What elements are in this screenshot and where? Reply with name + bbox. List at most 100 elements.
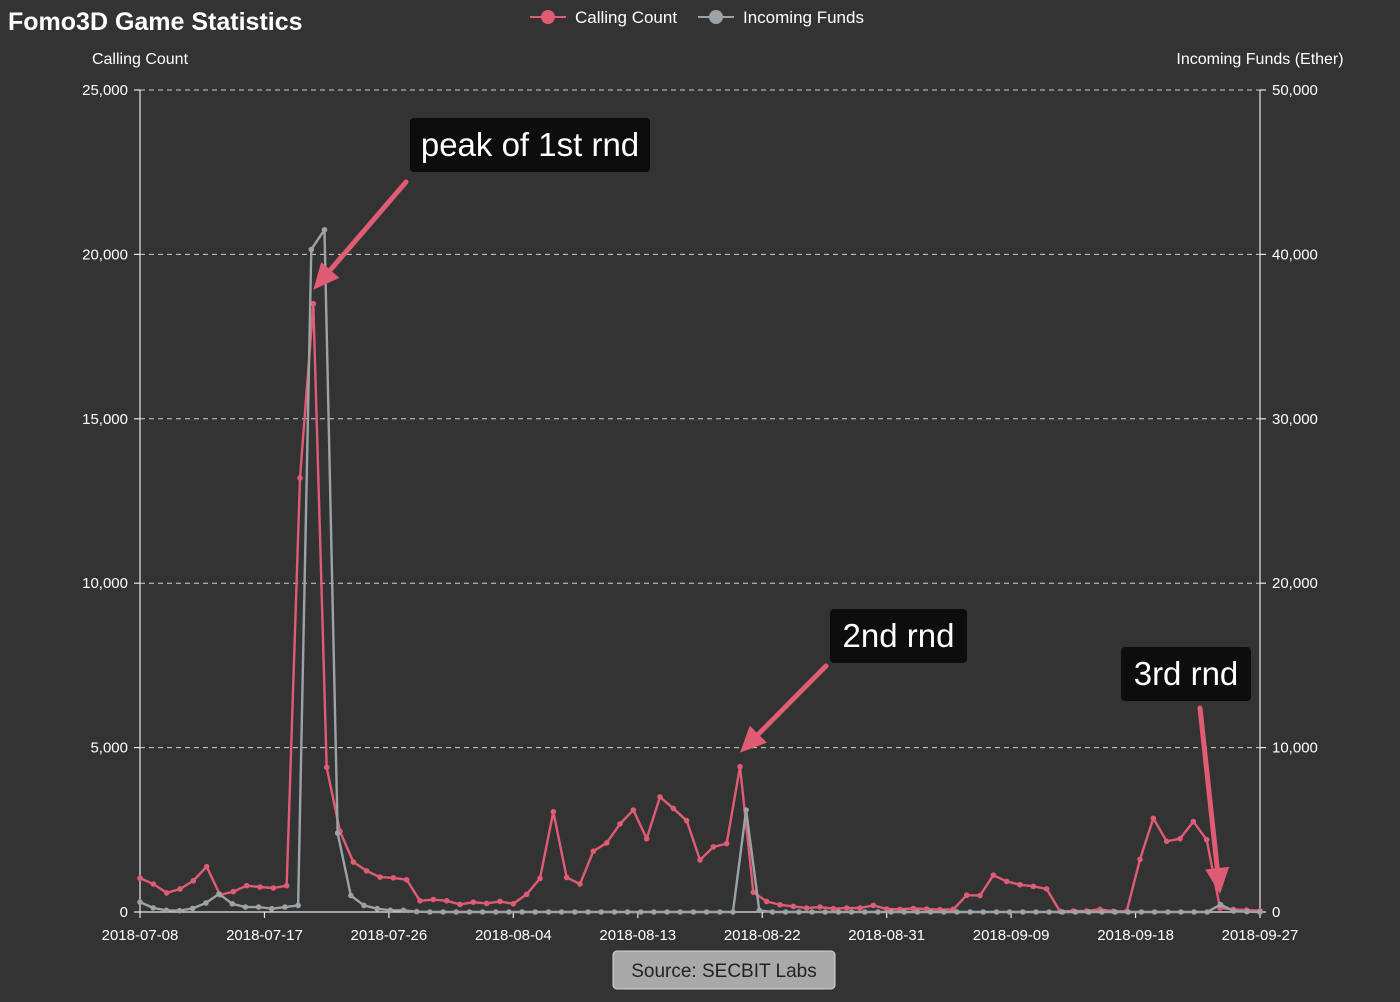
data-point-incoming-funds	[519, 909, 525, 915]
data-point-incoming-funds	[651, 909, 657, 915]
data-point-incoming-funds	[835, 909, 842, 915]
data-point-calling-count	[283, 882, 290, 889]
annotation-label: 2nd rnd	[843, 617, 955, 654]
data-point-incoming-funds	[374, 905, 380, 912]
data-point-calling-count	[350, 859, 357, 865]
annotation-box	[410, 118, 650, 172]
y-right-tick-label: 10,000	[1272, 740, 1318, 757]
data-point-calling-count	[363, 868, 370, 874]
data-point-calling-count	[977, 892, 983, 899]
data-point-incoming-funds	[1072, 909, 1079, 915]
data-point-incoming-funds	[756, 907, 763, 914]
y-left-tick-label: 10,000	[82, 575, 128, 592]
data-point-incoming-funds	[1085, 909, 1092, 915]
data-point-calling-count	[403, 876, 410, 883]
y-right-tick-label: 20,000	[1272, 575, 1318, 592]
data-point-calling-count	[710, 844, 717, 850]
data-point-incoming-funds	[413, 908, 420, 915]
y-left-tick-label: 0	[120, 904, 128, 921]
data-point-incoming-funds	[796, 909, 802, 915]
grid-lines	[140, 89, 1260, 749]
data-point-incoming-funds	[1059, 909, 1066, 915]
annotation-arrow-shaft	[1197, 705, 1220, 871]
data-point-calling-count	[897, 906, 903, 913]
data-point-calling-count	[817, 904, 823, 910]
data-point-incoming-funds	[506, 909, 512, 915]
data-point-calling-count	[923, 906, 930, 912]
data-point-incoming-funds	[532, 909, 539, 915]
data-point-incoming-funds	[637, 909, 644, 915]
data-point-incoming-funds	[598, 909, 604, 915]
data-point-incoming-funds	[295, 902, 301, 909]
data-point-calling-count	[1150, 815, 1157, 822]
y-left-tick-label: 25,000	[82, 82, 128, 99]
data-point-incoming-funds	[914, 909, 921, 915]
data-point-calling-count	[230, 888, 237, 895]
legend-item-incoming-funds[interactable]: Incoming Funds	[698, 8, 864, 27]
data-point-incoming-funds	[255, 904, 262, 910]
data-point-calling-count	[417, 898, 423, 904]
data-point-incoming-funds	[927, 909, 934, 915]
x-tick-label: 2018-09-09	[973, 927, 1050, 944]
data-point-incoming-funds	[479, 909, 486, 915]
chart-title: Fomo3D Game Statistics	[8, 8, 303, 36]
data-point-incoming-funds	[189, 905, 196, 912]
data-point-calling-count	[790, 903, 797, 910]
data-point-calling-count	[510, 900, 517, 907]
data-point-incoming-funds	[1046, 909, 1052, 915]
data-point-incoming-funds	[690, 909, 697, 915]
data-point-incoming-funds	[1151, 909, 1158, 915]
data-point-calling-count	[390, 875, 397, 881]
data-point-incoming-funds	[716, 909, 723, 915]
data-point-incoming-funds	[677, 909, 684, 915]
data-point-calling-count	[1177, 835, 1183, 842]
data-point-incoming-funds	[572, 909, 578, 915]
data-point-incoming-funds	[242, 904, 249, 910]
annotation-arrow-head	[1205, 866, 1230, 895]
series-lines	[137, 226, 1263, 915]
data-point-incoming-funds	[558, 909, 565, 915]
data-point-incoming-funds	[703, 909, 710, 915]
data-point-calling-count	[243, 882, 250, 889]
data-point-incoming-funds	[176, 907, 183, 914]
data-point-incoming-funds	[453, 909, 460, 915]
data-point-incoming-funds	[1257, 909, 1263, 915]
data-point-incoming-funds	[809, 909, 815, 915]
data-point-calling-count	[630, 807, 637, 813]
data-point-calling-count	[1030, 883, 1037, 890]
data-point-incoming-funds	[1217, 901, 1224, 908]
x-tick-label: 2018-08-13	[599, 927, 676, 944]
y-right-tick-label: 40,000	[1272, 246, 1318, 263]
y-left-axis-label: Calling Count	[92, 51, 189, 68]
data-point-calling-count	[457, 901, 463, 908]
data-point-incoming-funds	[993, 909, 1000, 915]
y-right-tick-label: 50,000	[1272, 82, 1318, 99]
data-point-calling-count	[497, 898, 503, 905]
data-point-calling-count	[190, 877, 197, 884]
data-point-calling-count	[990, 872, 997, 878]
data-point-incoming-funds	[440, 909, 446, 915]
data-point-incoming-funds	[492, 909, 499, 915]
data-point-calling-count	[377, 874, 383, 880]
data-point-calling-count	[577, 881, 583, 887]
data-point-calling-count	[870, 902, 877, 909]
data-point-incoming-funds	[1230, 908, 1237, 914]
data-point-calling-count	[323, 764, 330, 771]
data-point-incoming-funds	[769, 909, 776, 915]
data-point-calling-count	[537, 875, 543, 882]
data-point-incoming-funds	[611, 909, 618, 915]
annotation: peak of 1st rnd	[313, 118, 650, 290]
data-point-incoming-funds	[730, 909, 736, 915]
data-point-calling-count	[697, 857, 703, 863]
data-point-calling-count	[1190, 818, 1197, 825]
source-box: Source: SECBIT Labs	[612, 950, 836, 990]
source-label: Source: SECBIT Labs	[631, 961, 817, 982]
x-tick-label: 2018-08-04	[475, 927, 552, 944]
data-point-incoming-funds	[940, 909, 947, 915]
data-point-incoming-funds	[400, 907, 407, 914]
y-right-axis-label: Incoming Funds (Ether)	[1176, 51, 1343, 68]
data-point-incoming-funds	[861, 909, 868, 915]
legend-item-calling-count[interactable]: Calling Count	[530, 8, 677, 27]
data-point-calling-count	[310, 300, 317, 307]
data-point-incoming-funds	[150, 905, 156, 911]
